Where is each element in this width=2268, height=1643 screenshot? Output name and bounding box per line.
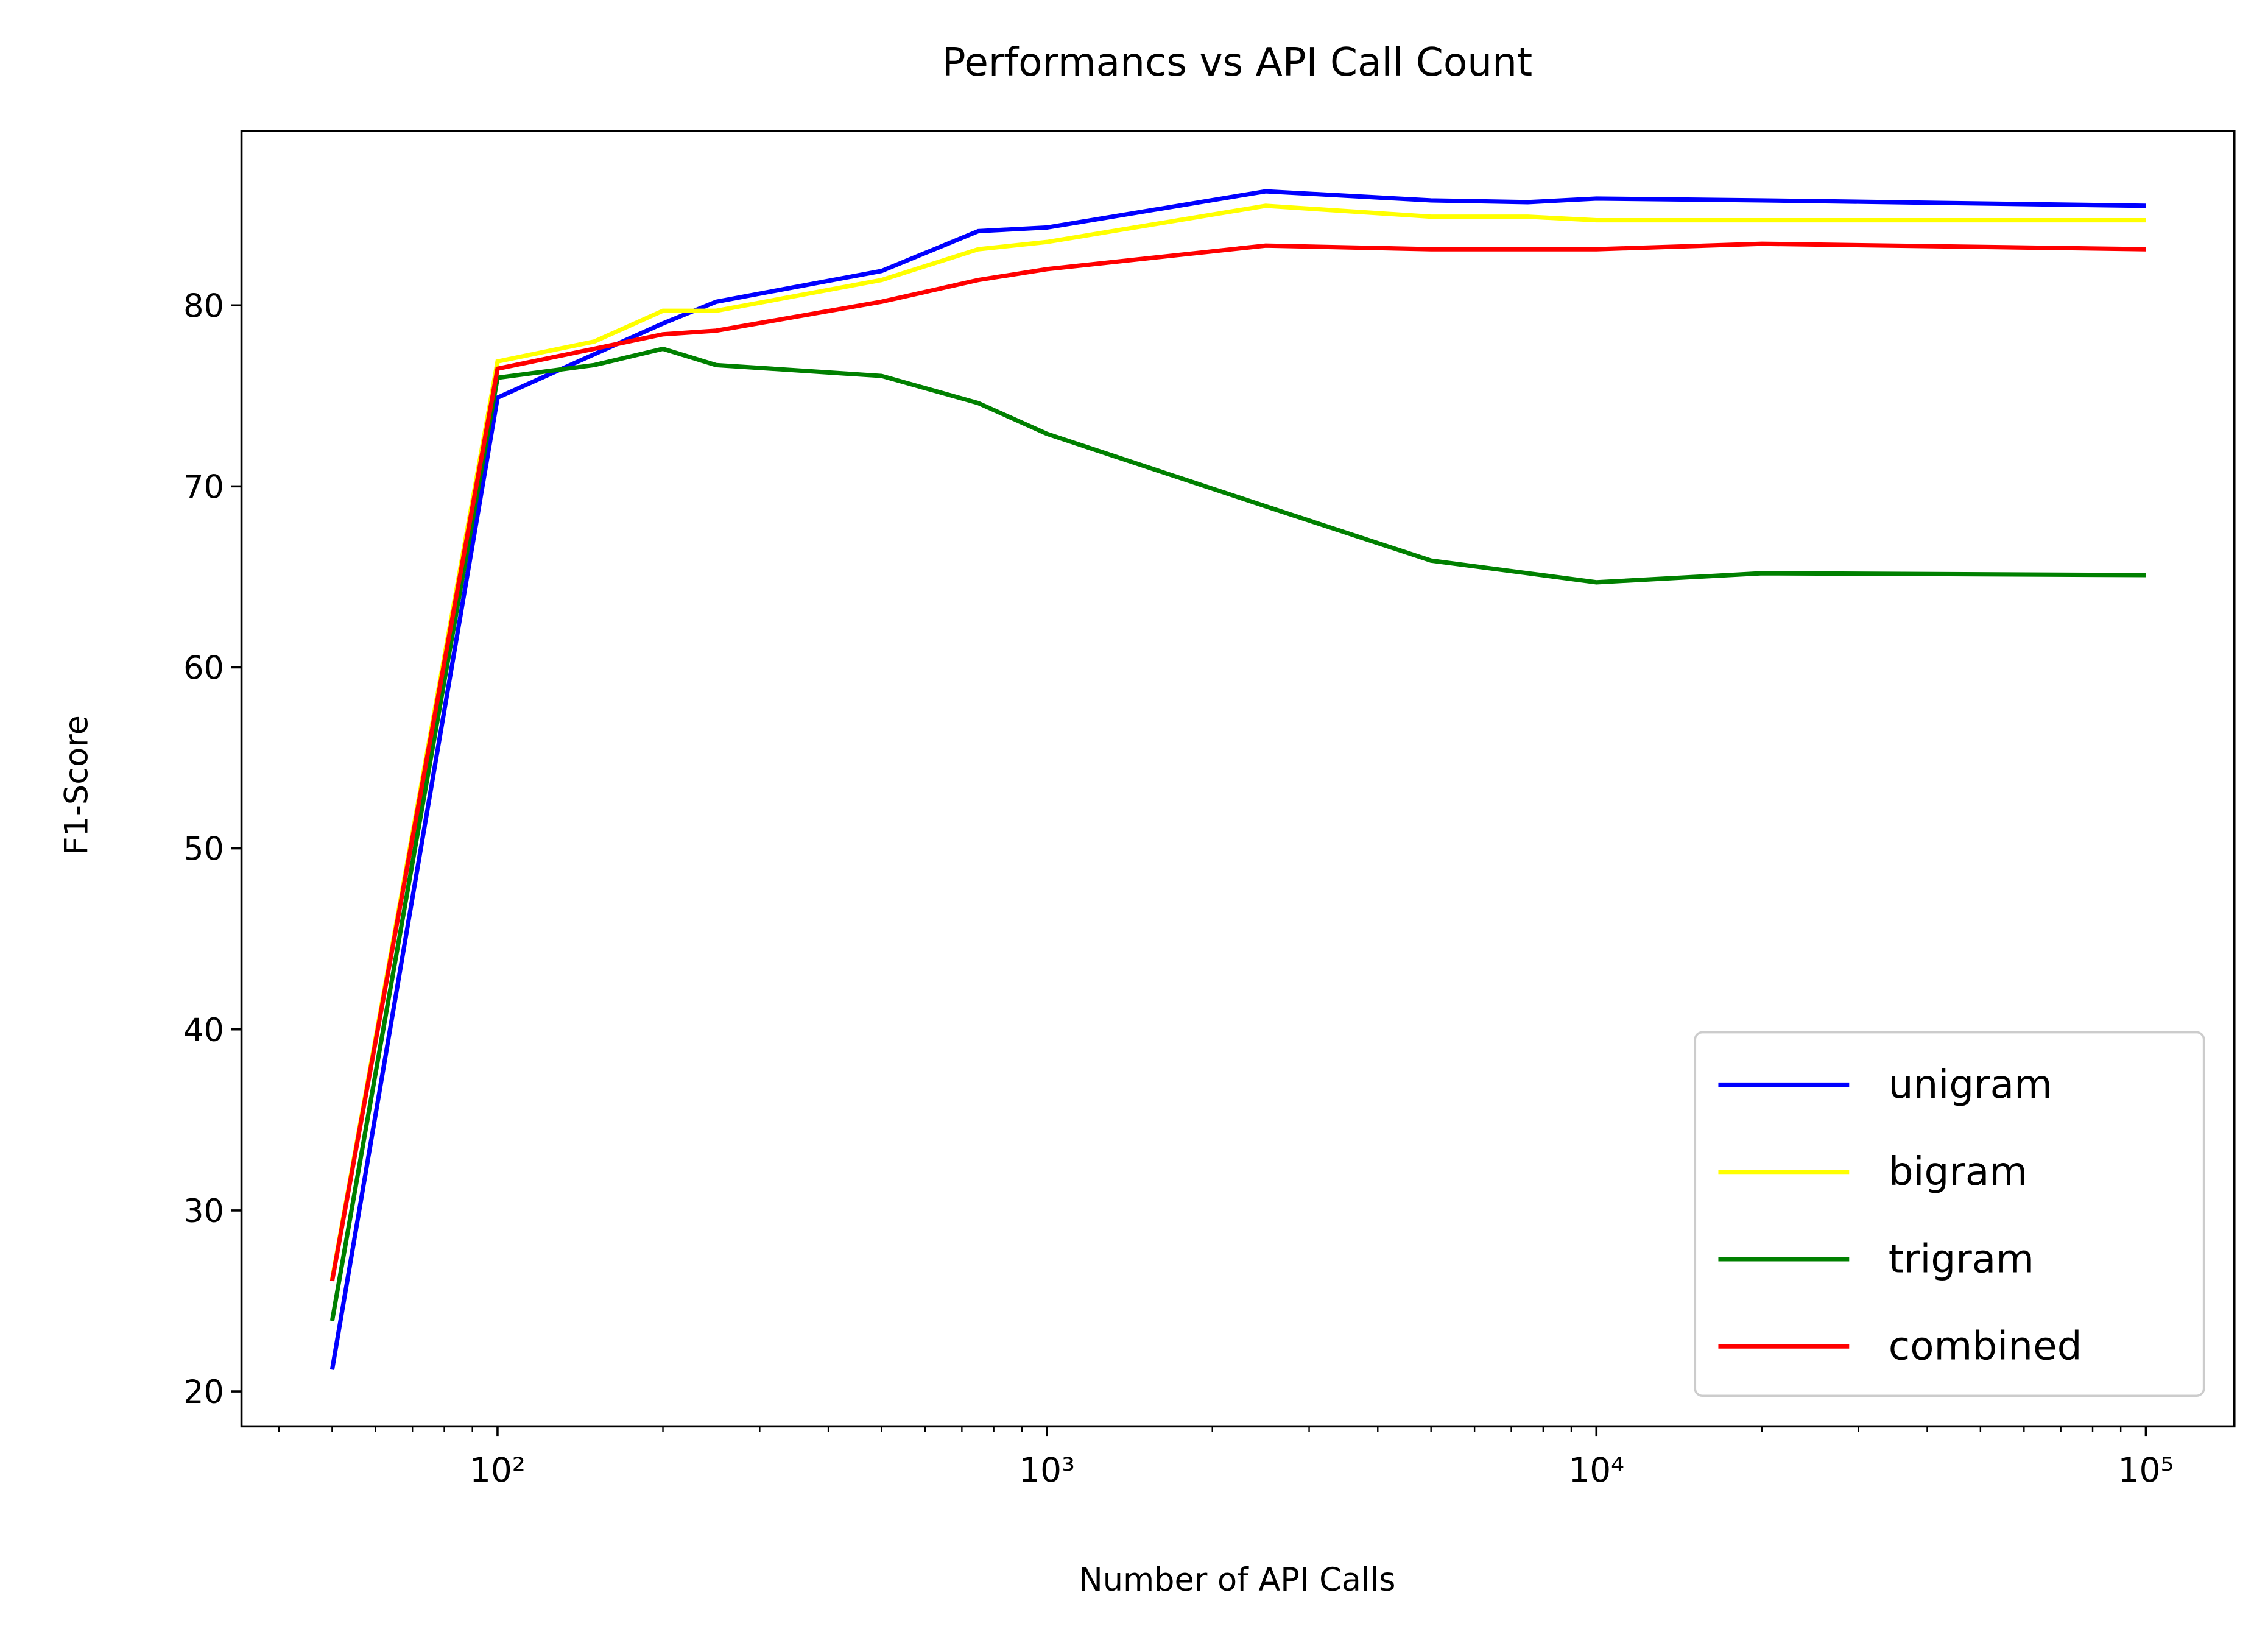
- series-line: [329, 346, 2146, 1321]
- y-tick-label: 20: [183, 1374, 224, 1411]
- legend-label: unigram: [1889, 1062, 2052, 1108]
- y-tick-label: 80: [183, 288, 224, 325]
- series-line: [329, 203, 2146, 1280]
- y-tick-label: 40: [183, 1012, 224, 1049]
- x-tick-label: 10²: [470, 1450, 526, 1489]
- legend: unigram bigram trigram combined: [1694, 1031, 2205, 1397]
- x-tick-label: 10³: [1019, 1450, 1075, 1489]
- plot-frame: [240, 130, 2236, 1428]
- legend-label: trigram: [1889, 1236, 2034, 1282]
- x-tick-label: 10⁴: [1568, 1450, 1624, 1489]
- x-axis-label: Number of API Calls: [1079, 1561, 1395, 1599]
- y-tick-label: 70: [183, 468, 224, 506]
- y-axis-label: F1-Score: [58, 715, 96, 855]
- y-tick-label: 50: [183, 831, 224, 868]
- series-line: [329, 241, 2146, 1282]
- legend-box: [1694, 1031, 2205, 1397]
- series-line: [329, 189, 2146, 1370]
- y-tick-label: 30: [183, 1193, 224, 1230]
- legend-label: combined: [1889, 1324, 2082, 1369]
- legend-label: bigram: [1889, 1149, 2027, 1195]
- chart-title: Performancs vs API Call Count: [942, 40, 1533, 85]
- x-tick-label: 10⁵: [2118, 1450, 2174, 1489]
- y-tick-label: 60: [183, 650, 224, 687]
